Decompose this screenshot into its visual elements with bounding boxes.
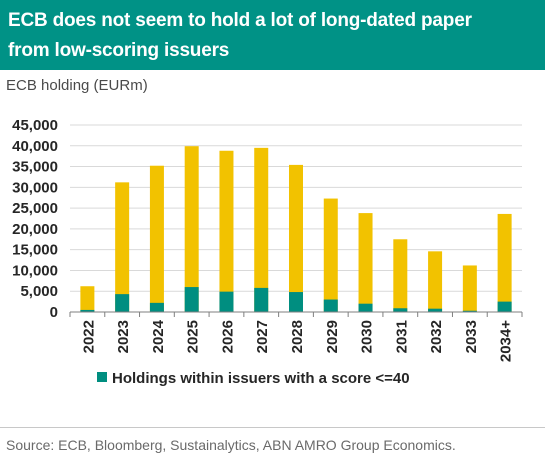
bar-total	[289, 164, 303, 312]
x-tick-label: 2022	[80, 320, 97, 353]
chart-title-line-2: from low-scoring issuers	[8, 40, 230, 61]
bar-total	[428, 251, 443, 312]
bar-total	[462, 265, 477, 312]
bar-total	[149, 165, 164, 312]
bar-low-score	[497, 301, 512, 312]
y-tick-label: 0	[50, 304, 58, 321]
x-tick-label: 2032	[428, 320, 445, 353]
bar-total	[497, 213, 512, 312]
x-tick-label: 2029	[324, 320, 341, 353]
bar-total	[393, 239, 408, 312]
legend-swatch	[97, 372, 107, 382]
bar-low-score	[428, 308, 443, 312]
bar-low-score	[323, 299, 338, 312]
bar-total	[80, 286, 95, 312]
x-tick-label: 2024	[150, 319, 167, 353]
bar-low-score	[289, 292, 303, 312]
x-tick-label: 2033	[463, 320, 480, 353]
bar-low-score	[219, 291, 234, 312]
bar-low-score	[149, 302, 164, 312]
bar-total	[254, 147, 269, 312]
y-tick-label: 15,000	[12, 242, 58, 259]
bar-chart: 0 5,000 10,000 15,000 20,000 25,000 30,000 35,0…	[12, 117, 523, 387]
bar-low-score	[358, 303, 373, 312]
y-tick-label: 30,000	[12, 179, 58, 196]
y-tick-label: 20,000	[12, 221, 58, 238]
y-tick-label: 35,000	[12, 159, 58, 176]
legend-label: Holdings within issuers with a score <=4…	[112, 370, 410, 387]
bar-total	[219, 150, 234, 312]
x-tick-label: 2031	[393, 320, 410, 353]
bar-total	[115, 182, 130, 312]
x-tick-label: 2023	[115, 320, 132, 353]
bar-total	[184, 146, 199, 312]
y-tick-label: 5,000	[20, 283, 58, 300]
y-tick-label: 10,000	[12, 262, 58, 279]
divider	[0, 427, 545, 428]
bar-low-score	[80, 309, 95, 312]
x-tick-label: 2028	[289, 320, 306, 353]
bar-low-score	[184, 287, 199, 312]
title-banner: ECB does not seem to hold a lot of long-…	[0, 0, 545, 70]
y-tick-label: 40,000	[12, 138, 58, 155]
y-tick-label: 25,000	[12, 200, 58, 217]
bar-low-score	[254, 287, 269, 312]
bar-total	[323, 198, 338, 312]
bar-total	[358, 213, 373, 312]
y-axis-label: ECB holding (EURm)	[6, 77, 148, 94]
x-tick-label: 2034+	[498, 320, 515, 362]
y-tick-label: 45,000	[12, 117, 58, 134]
x-tick-label: 2030	[359, 320, 376, 353]
source-note: Source: ECB, Bloomberg, Sustainalytics, …	[6, 437, 456, 453]
x-tick-label: 2027	[254, 320, 271, 353]
chart-title-line-1: ECB does not seem to hold a lot of long-…	[8, 10, 472, 31]
bar-low-score	[115, 294, 130, 312]
x-tick-label: 2026	[219, 320, 236, 353]
bar-low-score	[462, 310, 477, 312]
bar-low-score	[393, 308, 408, 312]
x-tick-label: 2025	[185, 320, 202, 353]
